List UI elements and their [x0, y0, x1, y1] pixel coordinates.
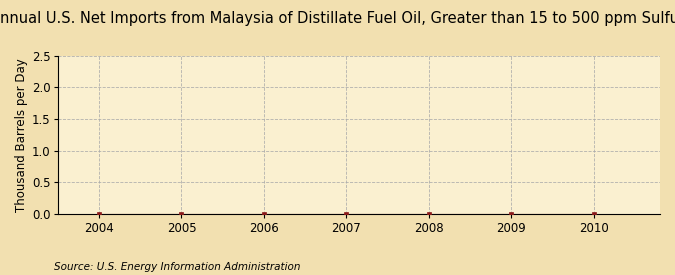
Y-axis label: Thousand Barrels per Day: Thousand Barrels per Day	[15, 58, 28, 212]
Text: Source: U.S. Energy Information Administration: Source: U.S. Energy Information Administ…	[54, 262, 300, 272]
Text: Annual U.S. Net Imports from Malaysia of Distillate Fuel Oil, Greater than 15 to: Annual U.S. Net Imports from Malaysia of…	[0, 11, 675, 26]
